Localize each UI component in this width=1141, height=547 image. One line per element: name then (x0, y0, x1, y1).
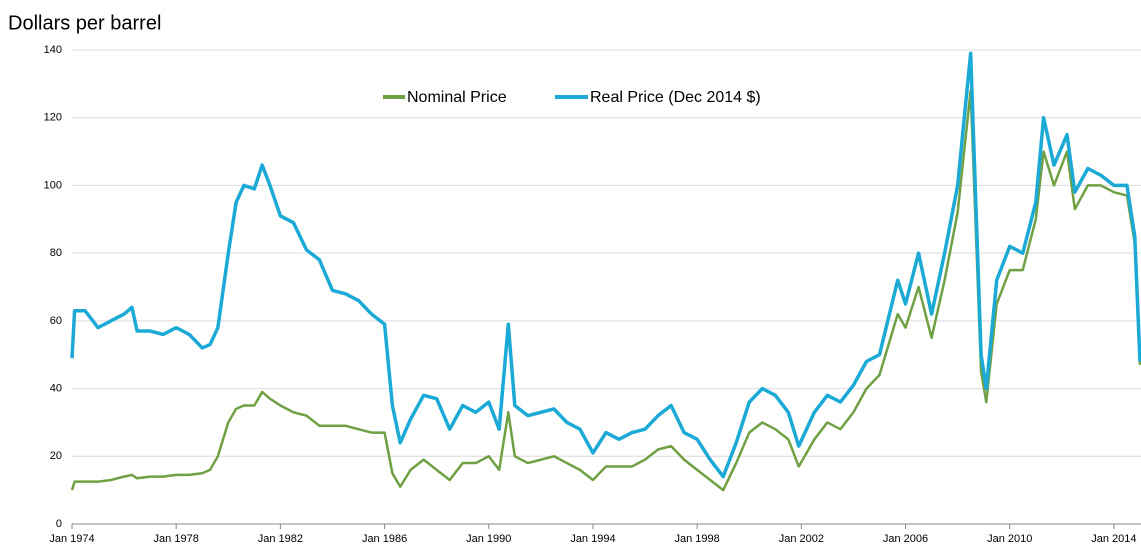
y-tick-label: 100 (44, 179, 62, 191)
x-tick-label: Jan 1998 (675, 533, 720, 545)
x-tick-label: Jan 2006 (883, 533, 928, 545)
y-tick-label: 20 (50, 450, 62, 462)
y-tick-label: 80 (50, 247, 62, 259)
y-tick-label: 140 (44, 44, 62, 56)
x-tick-label: Jan 1974 (49, 533, 94, 545)
x-tick-label: Jan 1982 (258, 533, 303, 545)
x-tick-label: Jan 2014 (1091, 533, 1136, 545)
x-tick-label: Jan 1990 (466, 533, 511, 545)
y-tick-label: 120 (44, 112, 62, 124)
x-tick-label: Jan 1986 (362, 533, 407, 545)
x-tick-label: Jan 1978 (154, 533, 199, 545)
x-tick-label: Jan 2002 (779, 533, 824, 545)
y-tick-label: 60 (50, 315, 62, 327)
series-line (70, 51, 1141, 479)
chart-title: Dollars per barrel (8, 12, 161, 34)
y-tick-label: 40 (50, 382, 62, 394)
x-tick-label: Jan 2010 (987, 533, 1032, 545)
y-tick-label: 0 (56, 518, 62, 530)
legend-label: Nominal Price (407, 89, 507, 106)
x-tick-label: Jan 1994 (570, 533, 615, 545)
legend-label: Real Price (Dec 2014 $) (590, 89, 761, 106)
